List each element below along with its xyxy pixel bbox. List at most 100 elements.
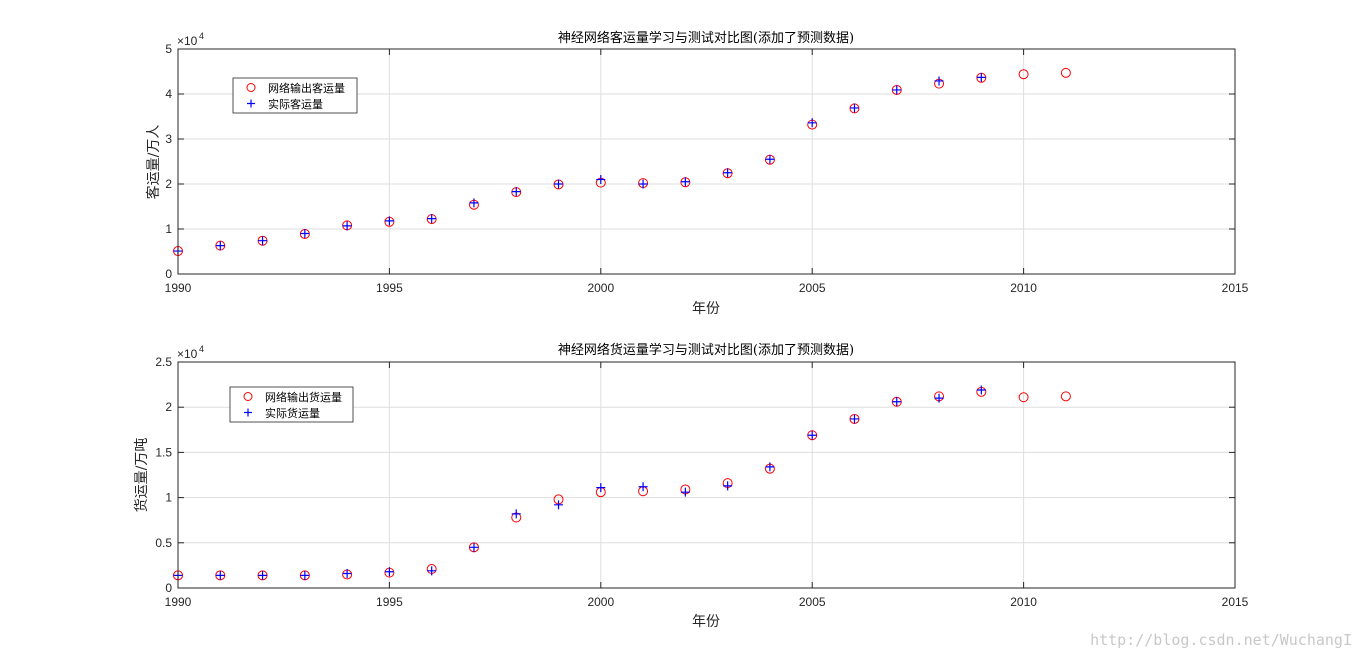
actual-value-point [554, 500, 564, 510]
y-tick-label: 1.5 [155, 445, 172, 459]
y-tick-label: 0 [165, 581, 172, 595]
x-tick-label: 2010 [1010, 595, 1037, 609]
chart-title: 神经网络客运量学习与测试对比图(添加了预测数据) [558, 30, 854, 46]
axes-box [177, 361, 1236, 589]
actual-value-point [892, 397, 902, 407]
x-tick-label: 2000 [587, 595, 614, 609]
x-tick-label: 1995 [376, 595, 403, 609]
actual-value-point [384, 567, 394, 577]
y-tick-label: 2.5 [155, 355, 172, 369]
legend-item-network-output: 网络输出客运量 [268, 81, 345, 95]
actual-value-point [807, 430, 817, 440]
actual-value-point [427, 214, 437, 224]
x-tick-label: 1995 [376, 281, 403, 295]
actual-value-point [723, 168, 733, 178]
actual-value-point [807, 118, 817, 128]
actual-value-point [384, 216, 394, 226]
legend: 网络输出客运量 实际客运量 [232, 77, 358, 114]
axes-box [177, 48, 1236, 275]
actual-value-point [638, 482, 648, 492]
freight-chart: 1990 1995 2000 2005 2010 2015 0 0.5 1 1.5 2 2.5 ×1… [133, 342, 1249, 630]
network-output-point [1060, 67, 1071, 78]
legend-box [232, 77, 358, 114]
actual-value-point [215, 570, 225, 580]
actual-value-point [554, 179, 564, 189]
actual-value-point [934, 76, 944, 86]
y-tick-labels: 0 1 2 3 4 5 [165, 42, 172, 281]
network-output-point [1018, 69, 1029, 80]
actual-value-point [511, 187, 521, 197]
tick-marks [177, 48, 1236, 275]
y-tick-label: 0 [165, 267, 172, 281]
y-tick-label: 2 [165, 177, 172, 191]
y-tick-label: 1 [165, 491, 172, 505]
data-marks [173, 385, 1071, 581]
y-tick-label: 1 [165, 222, 172, 236]
legend-item-network-output: 网络输出货运量 [265, 390, 342, 404]
data-marks [173, 67, 1071, 257]
legend-circle-marker [246, 83, 256, 92]
actual-value-point [300, 570, 310, 580]
y-exponent-power: 4 [199, 31, 204, 41]
x-tick-label: 2000 [587, 281, 614, 295]
y-axis-label: 客运量/万人 [145, 125, 162, 200]
actual-value-point [934, 393, 944, 403]
actual-value-point [849, 414, 859, 424]
x-tick-label: 2005 [799, 595, 826, 609]
x-tick-labels: 1990 1995 2000 2005 2010 2015 [165, 281, 1249, 295]
actual-value-point [849, 103, 859, 113]
chart-title: 神经网络货运量学习与测试对比图(添加了预测数据) [558, 342, 854, 358]
actual-value-point [215, 241, 225, 251]
x-tick-label: 2015 [1222, 595, 1249, 609]
actual-value-point [680, 177, 690, 187]
legend-circle-marker [243, 392, 253, 401]
y-axis-label: 货运量/万吨 [133, 438, 150, 513]
watermark: http://blog.csdn.net/WuchangI [1090, 631, 1352, 649]
actual-value-point [680, 487, 690, 497]
y-tick-label: 5 [165, 42, 172, 56]
legend-item-actual: 实际货运量 [265, 406, 320, 420]
tick-marks [177, 361, 1236, 589]
x-tick-labels: 1990 1995 2000 2005 2010 2015 [165, 595, 1249, 609]
actual-value-point [892, 85, 902, 95]
actual-value-point [976, 72, 986, 82]
y-exponent-base: ×10 [177, 34, 198, 48]
actual-value-point [342, 569, 352, 579]
actual-value-point [596, 483, 606, 493]
y-tick-label: 3 [165, 132, 172, 146]
actual-value-point [258, 570, 268, 580]
actual-value-point [258, 236, 268, 246]
actual-value-point [469, 542, 479, 552]
y-tick-label: 2 [165, 400, 172, 414]
actual-value-point [596, 175, 606, 184]
x-tick-label: 1990 [165, 281, 192, 295]
y-exponent-base: ×10 [177, 347, 198, 361]
legend-plus-marker [244, 408, 252, 417]
legend-plus-marker [247, 99, 255, 108]
actual-value-point [723, 481, 733, 491]
y-tick-labels: 0 0.5 1 1.5 2 2.5 [155, 355, 172, 595]
y-tick-label: 0.5 [155, 536, 172, 550]
x-axis-label: 年份 [692, 614, 720, 630]
y-exponent-power: 4 [199, 344, 204, 354]
y-tick-label: 4 [165, 87, 172, 101]
legend: 网络输出货运量 实际货运量 [229, 386, 354, 423]
x-tick-label: 2010 [1010, 281, 1037, 295]
actual-value-point [638, 179, 648, 189]
passenger-chart: 1990 1995 2000 2005 2010 2 0 1 5 0 1 2 3 4 5 ×10 4 神经… [145, 30, 1249, 317]
x-tick-label: 2005 [799, 281, 826, 295]
actual-value-point [469, 198, 479, 208]
actual-value-point [342, 221, 352, 231]
actual-value-point [427, 566, 437, 576]
network-output-point [1018, 392, 1029, 403]
legend-item-actual: 实际客运量 [268, 97, 323, 111]
x-axis-label: 年份 [692, 301, 720, 317]
actual-value-point [511, 509, 521, 519]
actual-value-point [765, 154, 775, 164]
actual-value-point [976, 385, 986, 395]
x-tick-label: 1990 [165, 595, 192, 609]
actual-value-point [765, 462, 775, 472]
actual-value-point [300, 229, 310, 238]
plot-area [178, 362, 1235, 588]
